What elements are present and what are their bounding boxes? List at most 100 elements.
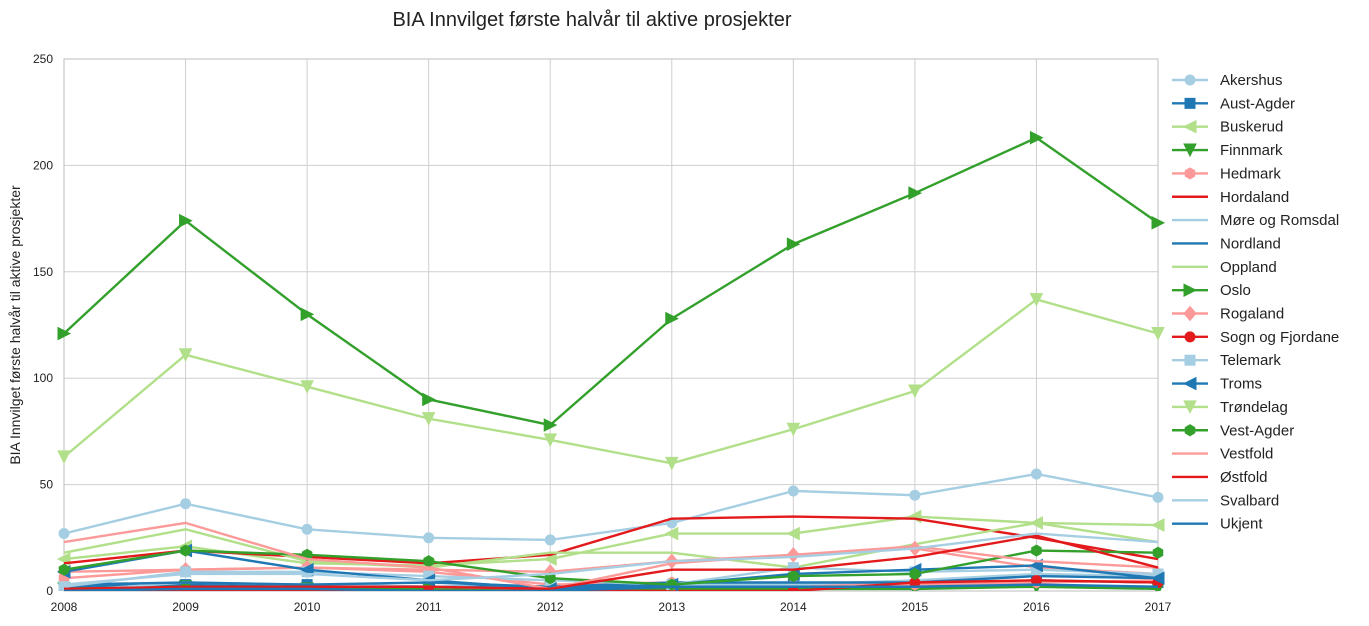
x-tick-label: 2009	[172, 600, 199, 614]
data-point	[58, 581, 70, 591]
y-tick-label: 100	[33, 371, 53, 385]
legend-label: Telemark	[1220, 352, 1281, 369]
x-tick-label: 2011	[416, 600, 442, 614]
data-point	[544, 572, 556, 585]
series-oslo	[57, 130, 1165, 432]
data-point	[180, 566, 192, 578]
series-line	[63, 574, 1159, 588]
data-point	[908, 384, 922, 399]
data-point	[544, 534, 556, 546]
y-tick-label: 50	[40, 478, 54, 492]
legend-label: Aust-Agder	[1220, 95, 1295, 112]
data-point	[543, 418, 558, 432]
data-point	[908, 186, 923, 200]
x-tick-label: 2012	[537, 600, 564, 614]
data-point	[1182, 376, 1197, 391]
x-tick-label: 2008	[51, 600, 78, 614]
legend-label: Vestfold	[1220, 446, 1273, 463]
legend-item: Trøndelag	[1172, 399, 1288, 416]
series-line	[63, 583, 1159, 591]
data-point	[1150, 571, 1165, 586]
y-tick-label: 250	[33, 52, 53, 66]
data-point	[300, 307, 315, 322]
data-point	[543, 433, 558, 448]
data-point	[1184, 354, 1196, 366]
legend-label: Møre og Romsdal	[1220, 212, 1339, 229]
series-svalbard	[63, 532, 1159, 586]
data-point	[421, 412, 436, 426]
series-vestfold	[63, 521, 1159, 591]
legend-item: Rogaland	[1172, 306, 1284, 323]
legend-item: Møre og Romsdal	[1172, 212, 1339, 229]
series-layer	[57, 130, 1165, 591]
data-point	[1031, 544, 1042, 557]
data-point	[1150, 518, 1165, 532]
data-point	[179, 213, 193, 228]
data-point	[58, 563, 70, 576]
series-oppland	[63, 521, 1159, 569]
legend-label: Rogaland	[1220, 306, 1284, 323]
legend-item: Akershus	[1172, 72, 1283, 89]
legend-item: Oppland	[1172, 259, 1277, 276]
data-point	[1029, 130, 1044, 145]
legend-label: Sogn og Fjordane	[1220, 329, 1339, 346]
data-point	[786, 422, 801, 437]
data-point	[1152, 491, 1164, 503]
series-nordland	[63, 574, 1159, 588]
data-point	[58, 528, 70, 540]
data-point	[788, 570, 799, 583]
series-line	[63, 136, 1159, 427]
data-point	[786, 237, 801, 251]
y-tick-label: 200	[33, 158, 53, 172]
data-point	[1182, 119, 1197, 134]
data-point	[300, 380, 314, 394]
series-line	[63, 521, 1159, 591]
series-line	[63, 532, 1159, 586]
data-point	[301, 523, 313, 535]
series-trøndelag	[57, 292, 1165, 471]
data-point	[1183, 400, 1197, 415]
legend-label: Hordaland	[1220, 189, 1289, 206]
legend-item: Sogn og Fjordane	[1172, 329, 1339, 346]
legend-item: Telemark	[1172, 352, 1281, 369]
data-point	[1152, 546, 1164, 559]
data-point	[909, 567, 921, 581]
x-tick-label: 2013	[658, 600, 685, 614]
legend-item: Vestfold	[1172, 446, 1273, 463]
data-point	[1029, 292, 1044, 307]
legend-label: Ukjent	[1220, 516, 1263, 533]
data-point	[543, 552, 557, 566]
data-point	[666, 578, 678, 591]
series-line	[63, 472, 1159, 542]
series-line	[63, 298, 1159, 465]
series-line	[64, 579, 1159, 591]
x-tick-label: 2014	[780, 600, 807, 614]
legend-item: Troms	[1172, 376, 1262, 393]
data-point	[1183, 305, 1197, 322]
data-point	[787, 485, 799, 497]
data-point	[178, 348, 193, 362]
legend-label: Finnmark	[1220, 142, 1283, 159]
x-tick-label: 2015	[902, 600, 929, 614]
y-tick-label: 0	[46, 584, 53, 598]
series-line	[63, 549, 1159, 591]
legend-label: Oslo	[1220, 282, 1251, 299]
legend-item: Nordland	[1172, 235, 1281, 252]
data-point	[299, 562, 314, 577]
data-point	[1151, 216, 1165, 230]
series-akershus	[58, 468, 1164, 546]
data-point	[665, 311, 679, 326]
data-point	[423, 532, 435, 544]
legend-label: Buskerud	[1220, 119, 1283, 136]
series-vest-agder	[58, 544, 1164, 591]
series-line	[63, 534, 1159, 591]
legend-label: Vest-Agder	[1220, 422, 1294, 439]
legend-label: Troms	[1220, 376, 1262, 393]
legend-item: Svalbard	[1172, 492, 1279, 509]
legend-item: Oslo	[1172, 282, 1251, 299]
data-point	[423, 555, 434, 568]
data-point	[786, 526, 800, 541]
series-ukjent	[63, 583, 1159, 591]
chart-title: BIA Innvilget første halvår til aktive p…	[392, 9, 791, 31]
